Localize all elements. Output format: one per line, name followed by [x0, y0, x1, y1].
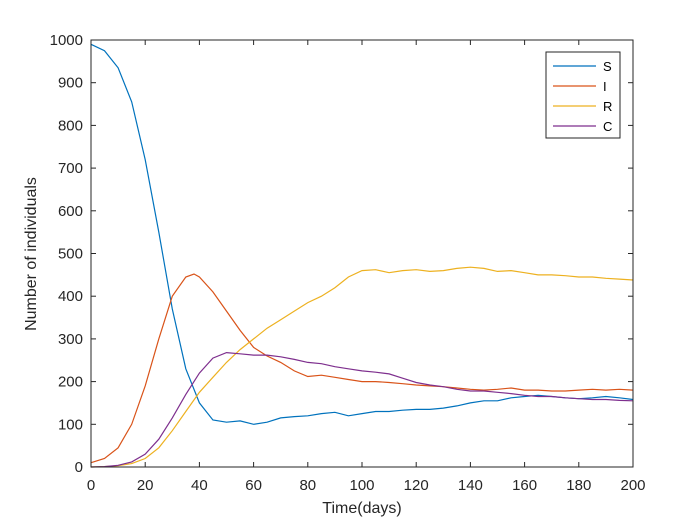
y-tick-label: 300: [58, 331, 83, 348]
x-tick-label: 40: [191, 477, 208, 494]
legend-label-C: C: [603, 119, 612, 134]
series-layer: [90, 43, 634, 468]
x-tick-label: 120: [404, 477, 429, 494]
x-tick-label: 80: [299, 477, 316, 494]
x-tick-label: 20: [137, 477, 154, 494]
series-line-S: [90, 43, 634, 425]
y-tick-label: 900: [58, 75, 83, 92]
plot-frame: [90, 39, 634, 468]
series-line-I: [90, 273, 634, 464]
y-tick-label: 800: [58, 117, 83, 134]
y-tick-label: 700: [58, 160, 83, 177]
x-tick-label: 140: [458, 477, 483, 494]
y-tick-label: 400: [58, 288, 83, 305]
legend-label-I: I: [603, 79, 607, 94]
y-tick-label: 0: [75, 459, 83, 476]
series-line-R: [90, 266, 634, 468]
legend-label-R: R: [603, 99, 612, 114]
x-tick-label: 100: [349, 477, 374, 494]
x-tick-labels: 0 20 40 60 80 100 120 140 160 180 200: [87, 477, 646, 494]
x-tick-label: 160: [512, 477, 537, 494]
x-tick-label: 180: [566, 477, 591, 494]
x-tick-label: 200: [620, 477, 645, 494]
legend-label-S: S: [603, 59, 612, 74]
y-tick-label: 600: [58, 203, 83, 220]
y-axis-label: Number of individuals: [23, 177, 40, 331]
y-tick-label: 100: [58, 416, 83, 433]
y-tick-label: 1000: [50, 32, 83, 49]
y-tick-label: 500: [58, 246, 83, 263]
y-tick-labels: 0 100 200 300 400 500 600 700 800 900 1000: [50, 32, 83, 476]
x-axis-label: Time(days): [322, 500, 401, 517]
y-tick-label: 200: [58, 374, 83, 391]
series-line-C: [90, 351, 634, 468]
x-tick-label: 0: [87, 477, 95, 494]
x-tick-label: 60: [245, 477, 262, 494]
